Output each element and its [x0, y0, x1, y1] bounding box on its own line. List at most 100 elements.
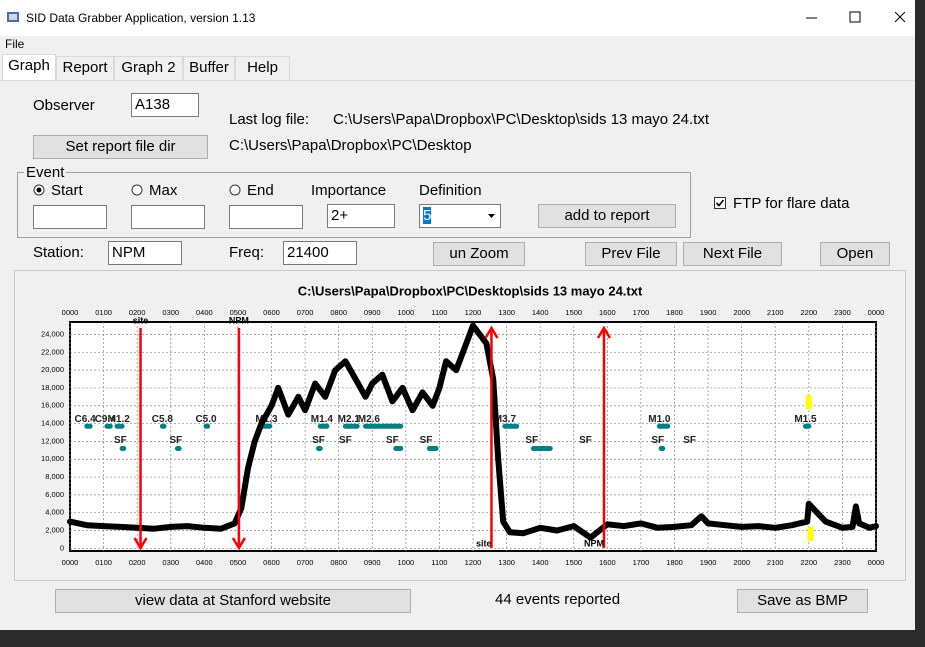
sf-label: SF	[114, 435, 127, 446]
x-tick-label: 1600	[599, 558, 616, 567]
tab[interactable]: Buffer	[183, 56, 235, 80]
sun-marker-label: NPM	[229, 315, 249, 325]
events-reported: 44 events reported	[495, 591, 621, 608]
x-tick-label: 0000	[62, 308, 79, 317]
tab-divider	[0, 80, 915, 81]
importance-label: Importance	[311, 182, 387, 199]
freq-label: Freq:	[229, 244, 265, 261]
event-group	[17, 172, 691, 238]
menu-item[interactable]: File	[5, 37, 25, 51]
x-tick-label: 0500	[230, 308, 247, 317]
plot-area	[69, 321, 877, 552]
sun-marker-label: NPM	[584, 538, 604, 548]
x-tick-label: 2200	[800, 308, 817, 317]
add-to-report-button[interactable]: add to report	[538, 204, 676, 228]
importance-input[interactable]: 2+	[327, 204, 395, 228]
title-bar	[0, 0, 915, 36]
last-log-label: Last log file:	[229, 111, 310, 128]
x-tick-label: 0100	[95, 308, 112, 317]
x-tick-label: 1700	[633, 308, 650, 317]
x-tick-label: 1700	[633, 558, 650, 567]
end-input[interactable]	[229, 205, 303, 229]
ftp-label: FTP for flare data	[733, 195, 850, 212]
event-group-label: Event	[24, 164, 67, 181]
y-tick-label: 8,000	[45, 472, 64, 481]
chart-title: C:\Users\Papa\Dropbox\PC\Desktop\sids 13…	[298, 283, 643, 298]
tab[interactable]: Help	[235, 56, 290, 80]
y-tick-label: 2,000	[45, 525, 64, 534]
x-tick-label: 1600	[599, 308, 616, 317]
y-tick-label: 16,000	[41, 401, 64, 410]
x-tick-label: 2300	[834, 558, 851, 567]
definition-select[interactable]: 5	[419, 204, 501, 228]
set-report-dir-button[interactable]: Set report file dir	[33, 135, 208, 159]
y-tick-label: 6,000	[45, 490, 64, 499]
prev-file-button[interactable]: Prev File	[585, 242, 677, 266]
x-tick-label: 0700	[297, 308, 314, 317]
sf-label: SF	[651, 435, 664, 446]
x-tick-label: 0900	[364, 558, 381, 567]
x-tick-label: 0400	[196, 308, 213, 317]
x-tick-label: 0000	[868, 558, 885, 567]
x-tick-label: 1000	[397, 308, 414, 317]
station-input[interactable]: NPM	[108, 241, 182, 265]
flares-label: C5.8	[152, 414, 174, 425]
flares-label: M3.7	[494, 414, 517, 425]
flares-label: M2.1	[338, 414, 361, 425]
sun-marker-head	[484, 325, 499, 339]
y-tick-label: 0	[60, 543, 64, 552]
unzoom-button[interactable]: un Zoom	[433, 242, 525, 266]
dropdown-arrow[interactable]	[484, 207, 499, 225]
x-tick-label: 2000	[733, 558, 750, 567]
x-tick-label: 1200	[465, 558, 482, 567]
window-title: SID Data Grabber Application, version 1.…	[26, 11, 256, 25]
observer-input[interactable]: A138	[131, 93, 199, 117]
flares-label: M2.6	[358, 414, 381, 425]
radio-label: End	[247, 182, 274, 199]
x-tick-label: 0100	[95, 558, 112, 567]
radio[interactable]	[229, 184, 241, 196]
x-tick-label: 0200	[129, 308, 146, 317]
x-tick-label: 0900	[364, 308, 381, 317]
x-tick-label: 1400	[532, 558, 549, 567]
flares-label: M1.4	[311, 414, 334, 425]
y-tick-label: 18,000	[41, 383, 64, 392]
x-tick-label: 0400	[196, 558, 213, 567]
x-tick-label: 0800	[330, 308, 347, 317]
x-tick-label: 1100	[431, 558, 447, 567]
definition-label: Definition	[419, 182, 482, 199]
x-tick-label: 2100	[767, 558, 784, 567]
radio[interactable]	[33, 184, 45, 196]
flares-label: C6.4	[75, 414, 97, 425]
next-file-button[interactable]: Next File	[683, 242, 782, 266]
stanford-button[interactable]: view data at Stanford website	[55, 589, 411, 613]
x-tick-label: 1800	[666, 558, 683, 567]
sf-label: SF	[420, 435, 433, 446]
freq-input[interactable]: 21400	[283, 241, 357, 265]
start-input[interactable]	[33, 205, 107, 229]
radio[interactable]	[131, 184, 143, 196]
save-bmp-button[interactable]: Save as BMP	[737, 589, 868, 613]
x-tick-label: 0300	[162, 308, 179, 317]
x-tick-label: 0300	[162, 558, 179, 567]
sun-marker-head	[596, 325, 612, 339]
y-tick-label: 22,000	[41, 347, 64, 356]
flares-label: M1.2	[108, 414, 131, 425]
flares-label: M1.5	[794, 414, 817, 425]
window-controls[interactable]	[790, 8, 915, 28]
x-tick-label: 0800	[330, 558, 347, 567]
tab[interactable]: Report	[56, 56, 114, 80]
sf-label: SF	[579, 435, 592, 446]
tab[interactable]: Graph 2	[114, 56, 183, 80]
flares-label: C5.0	[195, 414, 217, 425]
max-input[interactable]	[131, 205, 205, 229]
x-tick-label: 0600	[263, 308, 280, 317]
x-tick-label: 0000	[868, 308, 885, 317]
sun-marker-label: site	[133, 315, 149, 325]
tab[interactable]: Graph	[2, 54, 56, 81]
y-tick-label: 20,000	[41, 365, 64, 374]
checkbox[interactable]	[714, 197, 726, 209]
y-tick-label: 4,000	[45, 508, 64, 517]
open-button[interactable]: Open	[820, 242, 890, 266]
